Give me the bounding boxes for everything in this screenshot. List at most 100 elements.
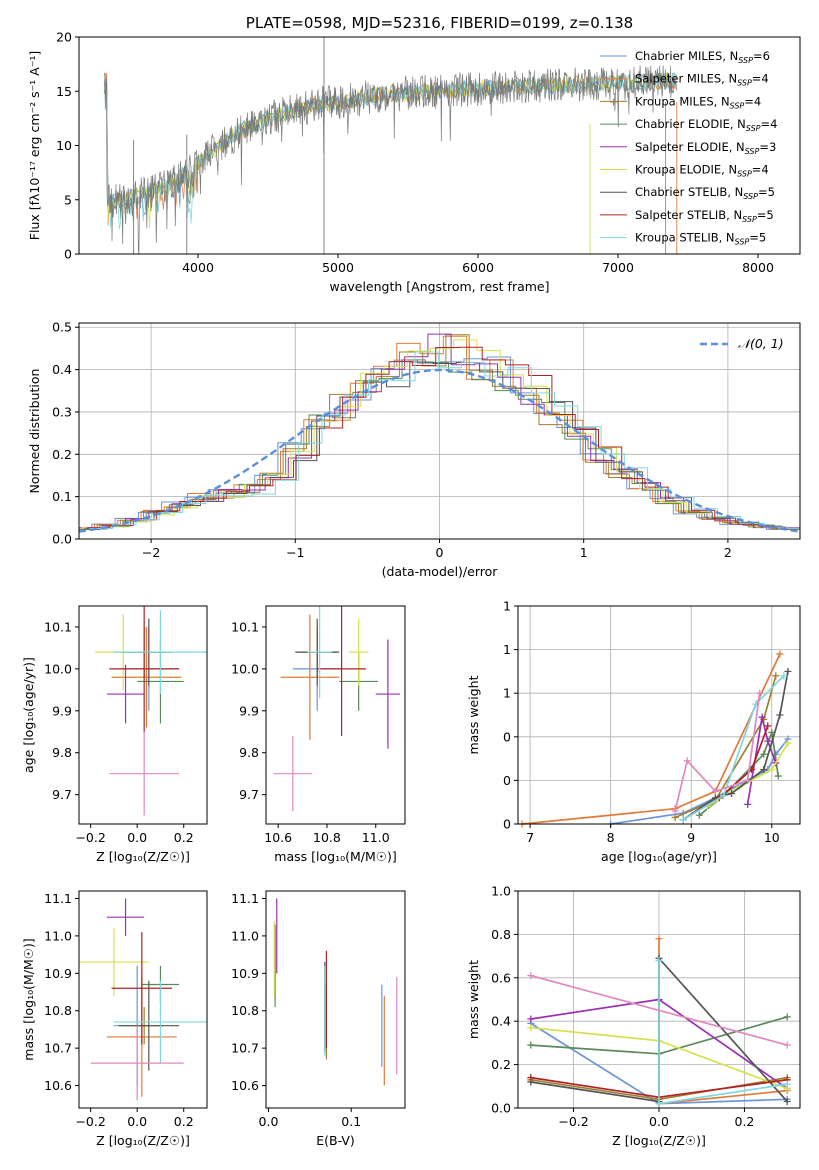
x-tick-label: 0.0 <box>259 1114 279 1129</box>
y-axis-label: mass weight <box>466 960 481 1039</box>
y-tick-label: 20 <box>56 30 72 45</box>
legend-label: Chabrier STELIB, NSSP=5 <box>635 185 775 201</box>
legend-text: =5 <box>758 185 775 199</box>
legend-subscript: SSP <box>735 238 750 247</box>
axes-frame <box>517 605 801 825</box>
y-tick-label: 0.0 <box>52 532 72 547</box>
weight-line <box>610 738 789 825</box>
y-tick-label: 10.9 <box>44 966 72 981</box>
x-tick-label: 2 <box>724 545 732 560</box>
weight-marker <box>768 766 776 773</box>
legend-subscript: SSP <box>746 124 761 133</box>
x-axis-label: (data-model)/error <box>382 564 499 579</box>
weight-marker <box>671 813 679 821</box>
y-tick-label: 10.7 <box>44 1041 72 1056</box>
weight-line <box>674 675 777 819</box>
weight-marker <box>711 787 719 795</box>
x-tick-label: 0.0 <box>127 830 147 845</box>
legend-text: =4 <box>752 72 769 86</box>
x-axis-label: mass [log₁₀(M/M☉)] <box>274 849 396 864</box>
y-tick-label: 5 <box>64 192 72 207</box>
legend-label: Salpeter ELODIE, NSSP=3 <box>635 140 776 156</box>
histogram-series <box>79 356 790 530</box>
x-axis-label: age [log₁₀(age/yr)] <box>601 849 717 864</box>
weight-marker <box>783 1041 791 1049</box>
axes-frame <box>265 890 406 1109</box>
y-axis-label: Flux [fλ10⁻¹⁷ erg cm⁻² s⁻¹ A⁻¹] <box>27 51 42 240</box>
normal-curve <box>79 368 800 533</box>
weight-marker <box>719 792 727 800</box>
y-tick-label: 0 <box>503 729 511 744</box>
legend-text: Chabrier ELODIE, N <box>635 117 746 131</box>
y-tick-label: 1 <box>503 642 511 657</box>
x-tick-label: 5000 <box>322 260 354 275</box>
y-axis-label: mass [log₁₀(M/M☉)] <box>21 938 36 1060</box>
legend-label: Salpeter MILES, NSSP=4 <box>635 72 769 88</box>
y-tick-label: 10.8 <box>231 1003 259 1018</box>
weight-marker <box>744 800 752 808</box>
x-tick-label: −2 <box>142 545 160 560</box>
x-tick-label: 0.2 <box>735 1114 755 1129</box>
x-axis-label: wavelength [Angstrom, rest frame] <box>329 279 549 294</box>
x-tick-label: 0.0 <box>127 1114 147 1129</box>
axes-frame <box>265 605 406 825</box>
x-axis-label: Z [log₁₀(Z/Z☉)] <box>96 849 190 864</box>
y-tick-label: 0.2 <box>491 1057 511 1072</box>
y-tick-label: 10 <box>56 138 72 153</box>
x-tick-label: 0.2 <box>174 1114 194 1129</box>
axes-frame <box>78 605 208 825</box>
y-tick-label: 9.7 <box>239 787 259 802</box>
axes-frame <box>78 890 208 1109</box>
weight-marker <box>527 1024 535 1032</box>
legend-text: =5 <box>749 231 766 245</box>
weight-marker <box>776 650 784 658</box>
y-tick-label: 0.1 <box>52 489 72 504</box>
weight-marker <box>655 935 663 943</box>
histogram-series <box>79 335 793 530</box>
data-spectrum <box>103 65 677 254</box>
y-tick-label: 0.2 <box>52 447 72 462</box>
y-tick-label: 0.4 <box>52 362 72 377</box>
y-axis-label: mass weight <box>466 675 481 754</box>
y-tick-label: 0 <box>64 247 72 262</box>
weight-marker <box>527 1041 535 1049</box>
legend-text: Salpeter STELIB, N <box>635 208 742 222</box>
legend-label: Chabrier ELODIE, NSSP=4 <box>635 117 777 133</box>
y-tick-label: 11.0 <box>44 928 72 943</box>
histogram-series <box>81 339 800 530</box>
y-tick-label: 9.9 <box>52 703 72 718</box>
weight-marker <box>780 672 788 680</box>
weight-marker <box>764 722 772 730</box>
x-tick-label: 7 <box>526 830 534 845</box>
y-tick-label: 10.0 <box>44 661 72 676</box>
weight-line <box>674 693 761 812</box>
x-tick-label: 10.8 <box>313 830 341 845</box>
y-tick-label: 0.6 <box>491 970 511 985</box>
errorbar-group <box>95 606 207 816</box>
legend-label: 𝒩(0, 1) <box>738 336 784 351</box>
weight-marker <box>728 789 736 797</box>
weight-marker <box>527 972 535 980</box>
x-tick-label: 4000 <box>182 260 214 275</box>
legend-text: =3 <box>759 140 776 154</box>
weight-marker <box>760 766 768 773</box>
y-tick-label: 11.0 <box>231 928 259 943</box>
x-tick-label: 0 <box>436 545 444 560</box>
x-tick-label: −0.2 <box>75 830 105 845</box>
weight-line <box>521 653 781 825</box>
weight-marker <box>527 1015 535 1023</box>
legend-text: Kroupa ELODIE, N <box>635 163 737 177</box>
x-axis-label: Z [log₁₀(Z/Z☉)] <box>96 1133 190 1148</box>
weight-marker <box>655 1100 663 1108</box>
y-tick-label: 9.8 <box>52 745 72 760</box>
weight-marker <box>774 772 782 780</box>
x-tick-label: 0.2 <box>174 830 194 845</box>
legend-label: Salpeter STELIB, NSSP=5 <box>635 208 774 224</box>
weight-line <box>682 725 769 821</box>
y-tick-label: 9.7 <box>52 787 72 802</box>
legend-label: Kroupa ELODIE, NSSP=4 <box>635 163 769 179</box>
x-tick-label: −0.2 <box>558 1114 588 1129</box>
weight-line <box>530 974 788 1046</box>
y-tick-label: 10.6 <box>44 1078 72 1093</box>
